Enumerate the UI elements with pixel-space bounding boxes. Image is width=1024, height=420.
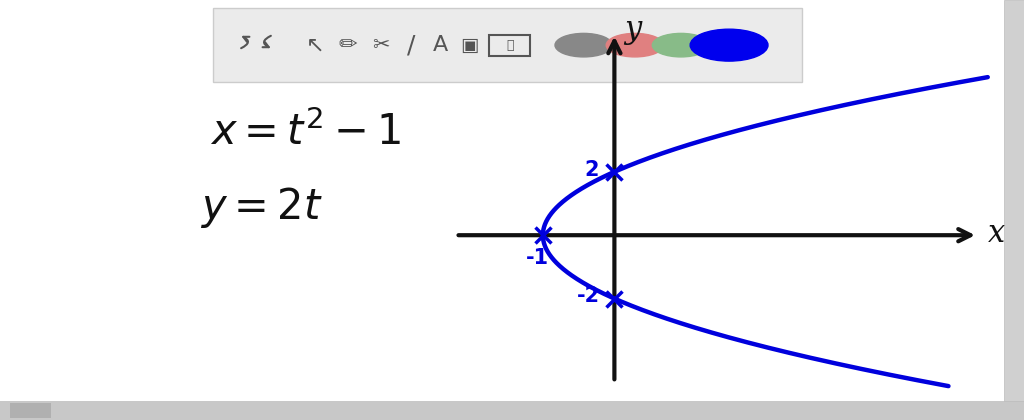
Bar (0, 401, 1024, 420)
Circle shape (555, 33, 612, 57)
Text: 2: 2 (585, 160, 599, 180)
Text: ✂: ✂ (372, 35, 390, 55)
Text: A: A (433, 35, 447, 55)
Text: x: x (988, 218, 1005, 249)
Bar (1004, 0, 1024, 401)
Bar (10, 403, 51, 418)
Text: y: y (625, 14, 641, 45)
Circle shape (606, 33, 664, 57)
Text: /: / (408, 33, 416, 57)
Text: ✏: ✏ (339, 35, 357, 55)
Text: $x = t^2 - 1$: $x = t^2 - 1$ (210, 111, 401, 154)
Bar (489, 34, 530, 55)
Circle shape (652, 33, 710, 57)
Bar (213, 8, 802, 82)
Text: ⛰: ⛰ (506, 39, 514, 52)
Text: $y = 2t$: $y = 2t$ (200, 185, 323, 231)
Text: ▣: ▣ (460, 36, 478, 55)
Text: ↖: ↖ (306, 35, 325, 55)
Circle shape (690, 29, 768, 61)
Text: -2: -2 (578, 286, 600, 307)
Text: -1: -1 (526, 248, 549, 268)
